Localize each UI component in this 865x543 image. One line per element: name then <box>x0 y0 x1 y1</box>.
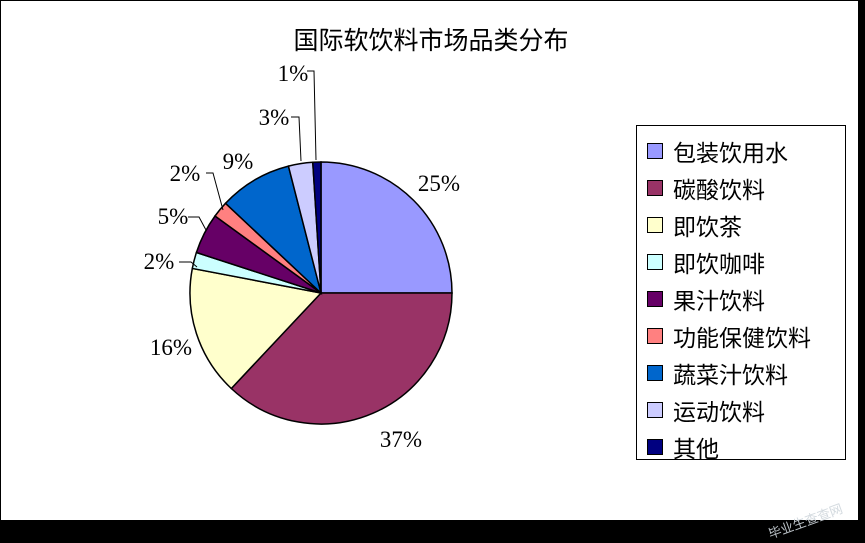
chart-area: 国际软饮料市场品类分布 25% 37% 16% 2% 5% 2% 9% 3% 1% 包装饮用水碳… <box>0 0 859 521</box>
pie-slices <box>189 161 453 425</box>
slice-data-label: 2% <box>144 249 175 274</box>
slice-data-label: 1% <box>278 61 309 86</box>
legend: 包装饮用水碳酸饮料即饮茶即饮咖啡果汁饮料功能保健饮料 蔬菜汁饮料运动饮料其他 <box>636 125 846 463</box>
legend-label: 运动饮料 <box>673 399 765 426</box>
slice-data-label: 37% <box>380 427 422 452</box>
legend-swatch <box>647 179 663 196</box>
legend-swatch <box>647 142 663 159</box>
legend-item: 功能保健饮料 <box>637 317 845 354</box>
slice-data-label: 5% <box>158 204 189 229</box>
legend-item: 运动饮料 <box>637 391 845 428</box>
legend-label: 碳酸饮料 <box>673 177 765 204</box>
slice-data-label: 3% <box>259 105 290 130</box>
data-labels: 25% 37% 16% 2% 5% 2% 9%3% 1% <box>144 61 460 452</box>
legend-label: 果汁饮料 <box>673 288 765 315</box>
chart-title: 国际软饮料市场品类分布 <box>293 26 568 55</box>
legend-item: 其他 <box>637 428 845 465</box>
leader-line <box>188 216 207 231</box>
leader-line <box>307 70 317 161</box>
legend-label: 其他 <box>673 436 719 463</box>
legend-swatch <box>647 290 663 307</box>
slice-data-label: 16% <box>150 335 192 360</box>
pie-slice <box>230 292 453 425</box>
legend-label: 蔬菜汁饮料 <box>673 362 788 389</box>
slice-data-label: 9% <box>223 149 254 174</box>
legend-swatch <box>647 364 663 381</box>
legend-label: 包装饮用水 <box>673 140 788 167</box>
legend-label: 功能保健饮料 <box>673 325 811 352</box>
leader-line <box>206 172 224 211</box>
legend-item: 蔬菜汁饮料 <box>637 354 845 391</box>
legend-swatch <box>647 438 663 455</box>
legend-item: 即饮咖啡 <box>637 243 845 280</box>
slice-data-label: 2% <box>170 161 201 186</box>
leader-line <box>179 261 198 268</box>
legend-item: 即饮茶 <box>637 206 845 243</box>
legend-swatch <box>647 327 663 344</box>
slice-data-label: 25% <box>418 171 460 196</box>
pie-slice <box>189 267 323 390</box>
legend-swatch <box>647 401 663 418</box>
pie-slice <box>320 161 453 294</box>
pie-slice <box>311 161 322 294</box>
legend-label: 即饮咖啡 <box>673 251 765 278</box>
legend-item: 果汁饮料 <box>637 280 845 317</box>
leader-line <box>291 116 302 162</box>
legend-item: 碳酸饮料 <box>637 169 845 206</box>
legend-label: 即饮茶 <box>673 214 742 241</box>
legend-swatch <box>647 216 663 233</box>
leader-lines <box>179 70 317 268</box>
legend-swatch <box>647 253 663 270</box>
legend-item: 包装饮用水 <box>637 132 845 169</box>
pie-chart: 国际软饮料市场品类分布 25% 37% 16% 2% 5% 2% 9%3% 1% <box>144 26 569 452</box>
